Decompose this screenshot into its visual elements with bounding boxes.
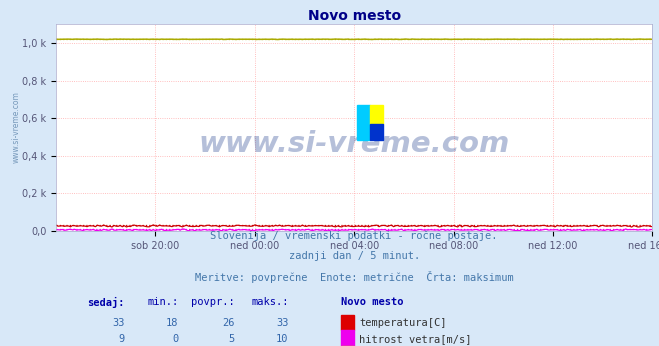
Text: 33: 33 (276, 318, 289, 328)
Bar (370, 105, 384, 124)
Text: 18: 18 (166, 318, 179, 328)
Text: maks.:: maks.: (251, 297, 289, 307)
Text: 0: 0 (172, 334, 179, 344)
Title: Novo mesto: Novo mesto (308, 9, 401, 23)
Bar (370, 124, 384, 140)
Text: zadnji dan / 5 minut.: zadnji dan / 5 minut. (289, 251, 420, 261)
Text: 26: 26 (223, 318, 235, 328)
Bar (341, 315, 355, 330)
Text: Novo mesto: Novo mesto (341, 297, 403, 307)
Text: sedaj:: sedaj: (87, 297, 125, 308)
Text: 33: 33 (112, 318, 125, 328)
Text: 9: 9 (119, 334, 125, 344)
Text: min.:: min.: (147, 297, 179, 307)
Bar (357, 105, 370, 140)
Text: Slovenija / vremenski podatki - ročne postaje.: Slovenija / vremenski podatki - ročne po… (210, 231, 498, 242)
Text: Meritve: povprečne  Enote: metrične  Črta: maksimum: Meritve: povprečne Enote: metrične Črta:… (195, 271, 513, 283)
Text: 10: 10 (276, 334, 289, 344)
Text: www.si-vreme.com: www.si-vreme.com (198, 130, 510, 158)
Text: temperatura[C]: temperatura[C] (359, 318, 447, 328)
Text: 5: 5 (229, 334, 235, 344)
Bar (341, 330, 355, 346)
Text: hitrost vetra[m/s]: hitrost vetra[m/s] (359, 334, 471, 344)
Text: povpr.:: povpr.: (191, 297, 235, 307)
Y-axis label: www.si-vreme.com: www.si-vreme.com (12, 92, 20, 163)
